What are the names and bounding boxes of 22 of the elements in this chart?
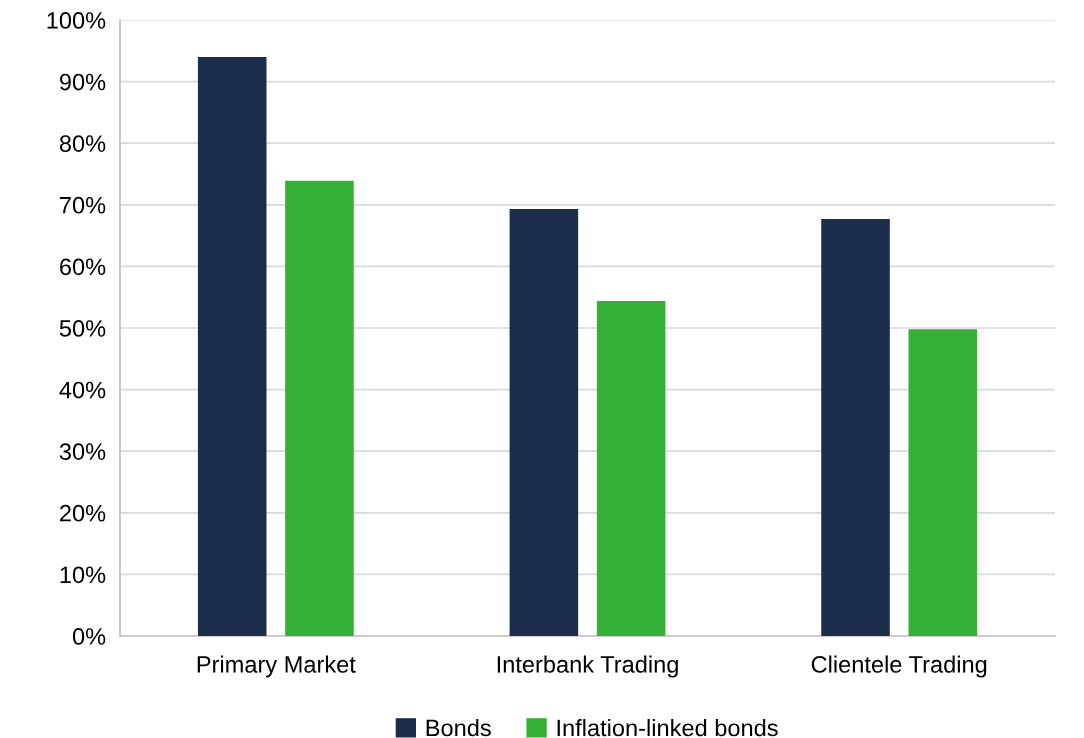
y-tick-label: 0%: [72, 628, 106, 645]
y-tick-label: 30%: [59, 443, 106, 460]
bar: [821, 218, 890, 636]
y-tick-label: 20%: [60, 504, 106, 522]
y-tick-label: 90%: [59, 73, 106, 91]
bar: [596, 300, 666, 636]
bar: [285, 180, 354, 636]
bar: [509, 209, 579, 636]
x-tick-label: Interbank Trading: [497, 655, 678, 678]
bar: [908, 329, 978, 636]
y-tick-label: 80%: [59, 135, 106, 152]
legend-label: Bonds: [426, 718, 491, 737]
legend-label: Inflation-linked bonds: [557, 718, 778, 737]
bar: [197, 56, 267, 636]
x-tick-label: Primary Market: [197, 655, 356, 678]
y-tick-label: 50%: [59, 320, 106, 337]
y-tick-label: 60%: [60, 258, 106, 276]
x-tick-label: Clientele Trading: [811, 655, 987, 678]
y-tick-label: 70%: [60, 196, 106, 214]
y-tick-label: 10%: [60, 566, 106, 584]
y-tick-label: 40%: [59, 381, 106, 399]
y-tick-label: 100%: [47, 12, 106, 29]
